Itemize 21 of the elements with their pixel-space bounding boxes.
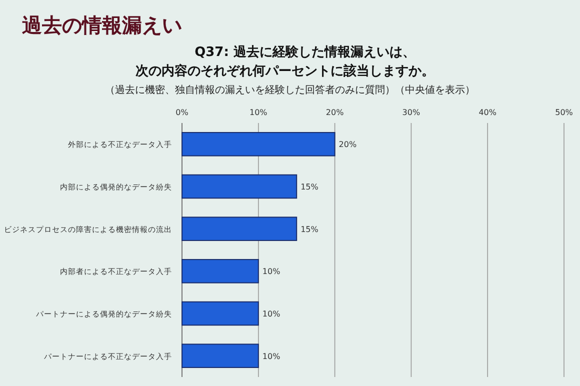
data-label: 20% — [338, 140, 357, 150]
x-tick-label: 10% — [250, 108, 268, 117]
subtitle: Q37: 過去に経験した情報漏えいは、次の内容のそれぞれ何パーセントに該当しますか。 — [136, 45, 434, 79]
data-label: 15% — [300, 224, 319, 234]
x-tick-label: 0% — [176, 108, 189, 117]
bar — [182, 174, 298, 199]
x-tick-label: 20% — [326, 108, 344, 117]
x-tick-label: 30% — [402, 108, 420, 117]
bar — [182, 344, 259, 368]
data-label: 15% — [300, 182, 319, 192]
data-label: 10% — [262, 310, 281, 318]
x-tick-label: 40% — [478, 108, 497, 117]
data-label: 10% — [262, 267, 281, 276]
title: 過去の情報漏えい — [22, 13, 182, 37]
bar — [182, 259, 259, 284]
data-label: 10% — [262, 352, 281, 361]
bar — [182, 132, 336, 156]
annotation: （過去に機密、独自情報の漏えいを経験した回答者のみに質問）（中央値を表示） — [105, 85, 475, 96]
bar — [182, 301, 259, 326]
bar — [182, 216, 298, 241]
x-tick-label: 50% — [555, 108, 574, 117]
